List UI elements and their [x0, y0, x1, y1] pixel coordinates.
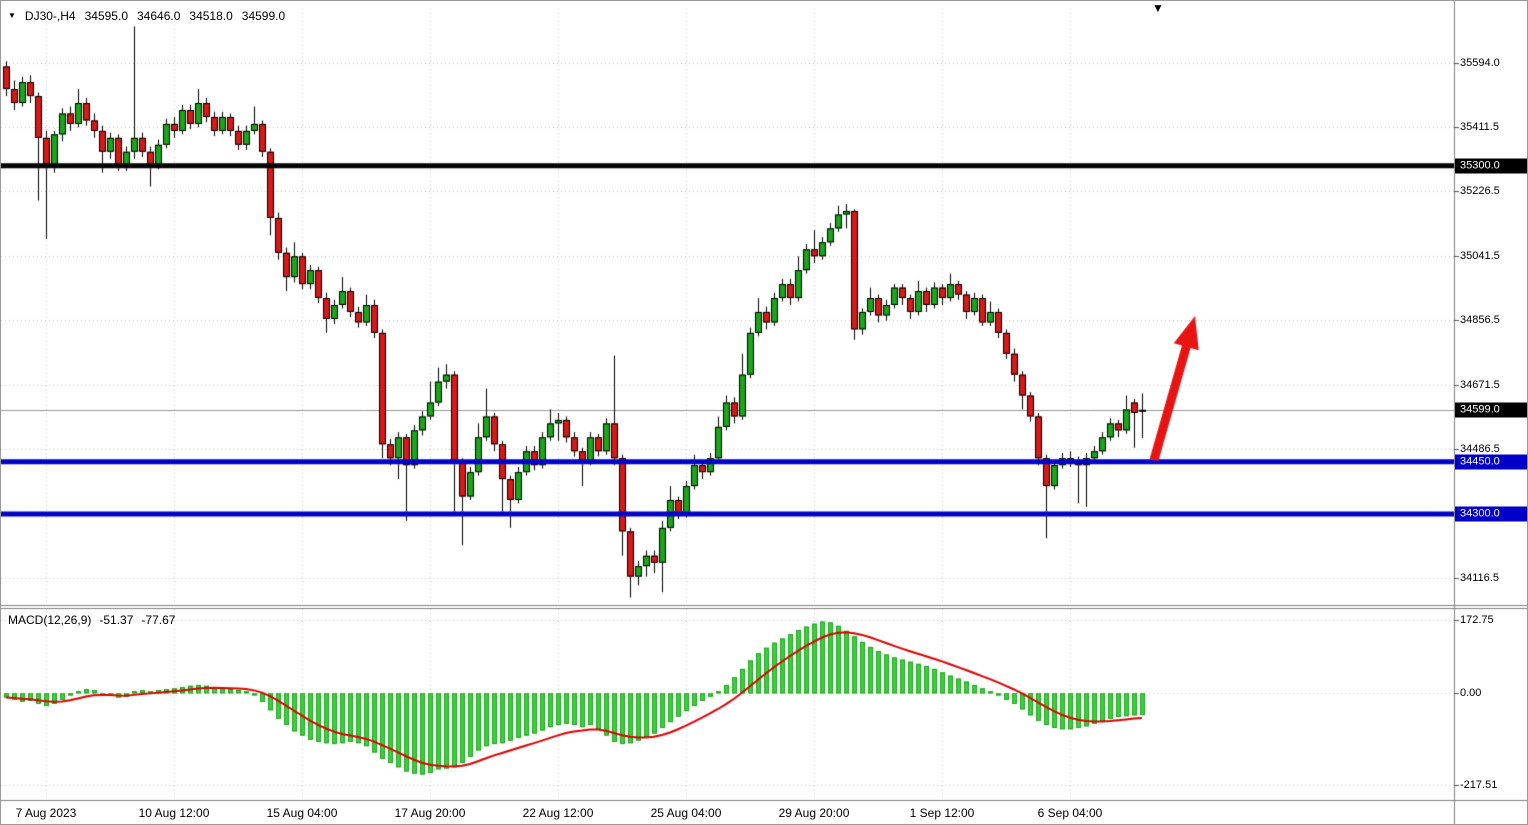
mouse-cursor-icon: ▼	[1152, 1, 1164, 15]
macd-signal-value: -77.67	[141, 613, 176, 627]
ohlc-low-value: 34518.0	[189, 9, 233, 23]
chart-ohlc-header: ▼ DJ30-,H4 34595.0 34646.0 34518.0 34599…	[8, 9, 285, 23]
ohlc-open-value: 34595.0	[84, 9, 128, 23]
macd-indicator-label: MACD(12,26,9) -51.37 -77.67	[8, 613, 175, 627]
ohlc-high-value: 34646.0	[137, 9, 181, 23]
macd-name-label: MACD(12,26,9)	[8, 613, 92, 627]
macd-main-value: -51.37	[99, 613, 134, 627]
symbol-timeframe-label: DJ30-,H4	[24, 9, 76, 23]
ohlc-close-value: 34599.0	[241, 9, 286, 23]
symbol-expand-icon[interactable]: ▼	[8, 11, 16, 20]
